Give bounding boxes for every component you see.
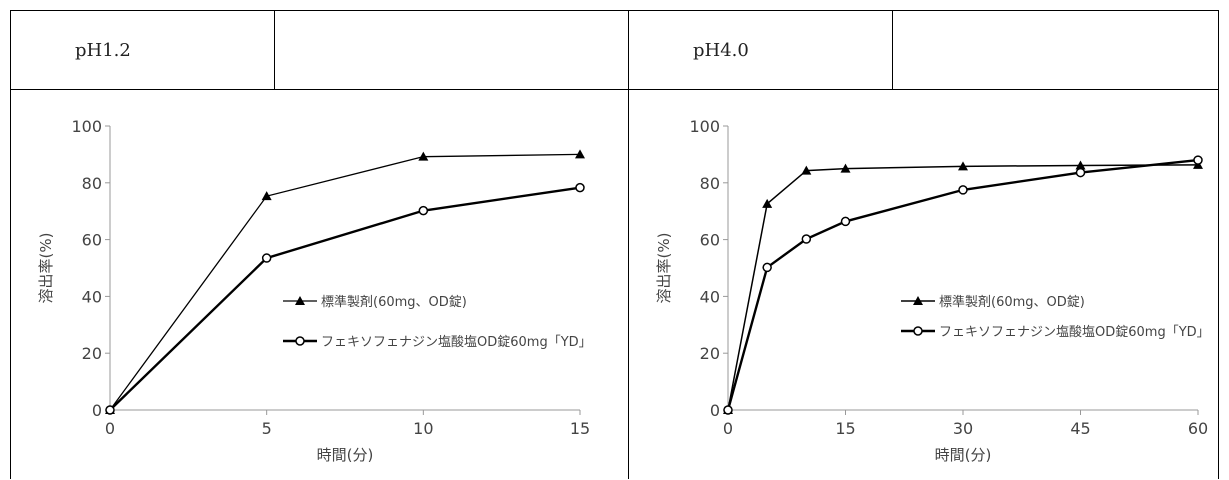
legend-marker-circle (295, 336, 305, 346)
series-line-reference (109, 153, 581, 411)
legend-label: 標準製剤(60mg、OD錠) (321, 294, 467, 310)
y-tick-label: 80 (700, 174, 720, 193)
data-point-circle (840, 216, 851, 227)
data-point-triangle (762, 198, 773, 208)
x-tick-label: 45 (1070, 419, 1090, 438)
legend-marker-triangle (295, 296, 305, 305)
divider (11, 89, 628, 90)
data-point-circle (575, 182, 585, 193)
x-tick-label: 30 (953, 419, 973, 438)
x-tick-label: 60 (1188, 419, 1208, 438)
x-tick-label: 10 (413, 419, 433, 438)
series-line-reference (727, 164, 1199, 411)
y-tick-label: 40 (82, 287, 102, 306)
y-tick-label: 100 (689, 117, 720, 136)
data-point-triangle (801, 165, 812, 175)
x-tick-label: 5 (262, 419, 272, 438)
legend-label: フェキソフェナジン塩酸塩OD錠60mg「YD」 (939, 325, 1210, 340)
data-point-circle (1075, 167, 1086, 178)
legend-marker-circle (913, 326, 923, 336)
y-tick-label: 20 (82, 344, 102, 363)
data-point-triangle (1075, 160, 1086, 170)
x-axis-title: 時間(分) (935, 446, 992, 464)
data-point-circle (105, 405, 115, 415)
dissolution-chart-ph12: 0 20 40 60 80 100 0 5 10 15 時間(分) 溶出率(%) 標準製剤(60mg、O… (37, 117, 592, 464)
legend-label: フェキソフェナジン塩酸塩OD錠60mg「YD」 (321, 335, 592, 350)
data-point-circle (958, 185, 968, 195)
x-tick-label: 15 (570, 419, 590, 438)
data-point-triangle (261, 191, 272, 201)
data-point-circle (801, 234, 812, 244)
x-axis-title: 時間(分) (317, 446, 374, 464)
chart-panel-ph40: pH4.0 0 20 40 60 80 100 0 15 30 45 60 時間(分) 溶出率(%) 標準… (628, 10, 1219, 479)
y-axis-title: 溶出率(%) (37, 233, 55, 304)
x-tick-label: 0 (723, 419, 733, 438)
y-tick-label: 80 (82, 174, 102, 193)
y-tick-label: 60 (700, 231, 720, 250)
data-point-triangle (418, 151, 429, 161)
data-point-triangle (575, 149, 585, 159)
y-tick-label: 100 (71, 117, 102, 136)
x-tick-label: 0 (105, 419, 115, 438)
y-tick-label: 40 (700, 287, 720, 306)
y-tick-label: 0 (92, 401, 102, 420)
data-point-circle (762, 262, 772, 273)
legend-marker-triangle (913, 296, 923, 305)
y-axis-title: 溶出率(%) (655, 233, 673, 304)
y-tick-label: 20 (700, 344, 720, 363)
data-point-circle (1193, 155, 1203, 165)
divider (629, 89, 1218, 90)
series-line-test (109, 186, 581, 411)
dissolution-chart-ph40: 0 20 40 60 80 100 0 15 30 45 60 時間(分) 溶出率(%) 標準製剤(60m… (655, 117, 1210, 464)
series-line-test (726, 158, 1199, 411)
x-tick-label: 15 (835, 419, 855, 438)
data-point-circle (418, 205, 429, 216)
panel-label: pH1.2 (10, 10, 275, 90)
data-point-circle (261, 253, 272, 263)
legend-label: 標準製剤(60mg、OD錠) (939, 294, 1085, 310)
data-point-triangle (958, 161, 968, 171)
chart-panel-ph12: pH1.2 0 20 40 60 80 100 0 5 10 15 時間(分) 溶出率(%) 標準製剤(… (10, 10, 629, 479)
y-tick-label: 60 (82, 231, 102, 250)
data-point-circle (723, 405, 733, 415)
y-tick-label: 0 (710, 401, 720, 420)
data-point-triangle (840, 163, 851, 173)
